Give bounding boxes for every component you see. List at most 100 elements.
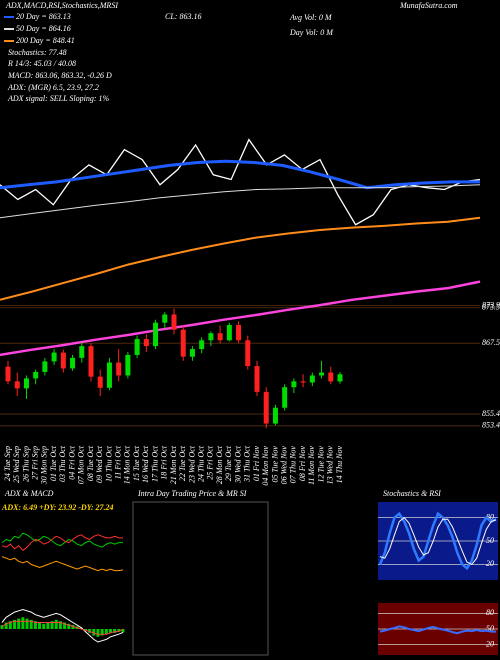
histogram-bar (17, 618, 21, 629)
candle-body (282, 387, 288, 408)
x-tick-label: 14 Thu Nov (335, 446, 344, 484)
candle-body (291, 381, 297, 388)
candle-body (171, 314, 177, 330)
x-tick-label: 06 Wed Nov (279, 446, 288, 485)
indicator-line (1, 608, 124, 643)
candle-body (217, 333, 223, 341)
x-tick-label: 01 Fri Nov (252, 446, 261, 482)
legend-entry: 50 Day = 864.16 (16, 24, 71, 33)
indicator-line (379, 625, 496, 635)
candle-body (245, 340, 251, 367)
candle-body (199, 340, 205, 350)
histogram-bar (46, 622, 50, 629)
histogram-bar (67, 623, 71, 629)
histogram-bar (21, 617, 25, 629)
candle-body (272, 407, 278, 424)
histogram-bar (29, 619, 33, 629)
histogram-bar (92, 629, 96, 636)
histogram-bar (0, 625, 4, 629)
indicator-line (1, 534, 123, 552)
indicator-line (379, 516, 497, 566)
annotation: MunafaSutra.com (399, 1, 458, 10)
overlay-line (0, 184, 481, 219)
y-tick-label: 20 (486, 639, 494, 648)
overlay-line (0, 138, 481, 226)
x-tick-label: 08 Fri Nov (298, 446, 307, 482)
x-tick-label: 15 Tue Oct (132, 445, 141, 481)
histogram-bar (4, 622, 8, 629)
overlay-line (0, 280, 481, 357)
x-tick-label: 12 Tue Nov (316, 446, 325, 483)
x-tick-label: 07 Mon Oct (77, 445, 86, 484)
indicator-line (1, 620, 124, 635)
candle-body (236, 325, 242, 341)
candle-body (125, 354, 131, 376)
histogram-bar (88, 629, 92, 633)
x-tick-label: 18 Fri Oct (160, 445, 169, 480)
histogram-bar (58, 621, 62, 629)
candle-body (79, 346, 85, 358)
x-tick-label: 05 Tue Nov (270, 446, 279, 483)
candle-body (42, 361, 48, 372)
x-tick-label: 07 Thu Nov (289, 446, 298, 484)
annotation: ADX,MACD,RSI,Stochastics,MRSI (5, 1, 118, 10)
annotation: Avg Vol: 0 M (289, 13, 333, 22)
x-tick-label: 26 Thu Sep (21, 446, 30, 482)
overlay-line (0, 159, 480, 190)
x-tick-label: 09 Wed Oct (95, 445, 104, 483)
x-tick-label: 03 Thu Oct (58, 445, 67, 482)
candle-body (208, 333, 214, 341)
candle-body (143, 339, 149, 347)
panel-background (132, 501, 269, 656)
histogram-bar (83, 629, 87, 631)
candle-body (5, 366, 11, 382)
x-tick-label: 11 Mon Nov (307, 446, 316, 485)
x-tick-label: 25 Wed Sep (12, 446, 21, 483)
x-tick-label: 08 Tue Oct (86, 445, 95, 481)
histogram-bar (54, 619, 58, 629)
candle-body (153, 322, 159, 347)
y-tick-label: 80 (486, 512, 494, 521)
histogram-bar (38, 622, 42, 629)
candle-body (116, 362, 122, 376)
legend-entry: 200 Day = 848.41 (16, 36, 75, 45)
x-tick-label: 24 Thu Oct (196, 445, 205, 482)
x-tick-label: 25 Fri Oct (206, 445, 215, 480)
candle-body (337, 374, 343, 382)
y-tick-label: 867.5 (482, 338, 500, 347)
annotation: ADX: (MGR) 6.5, 23.9, 27.2 (7, 83, 99, 92)
panel-subtitle: ADX: 6.49 +DY: 23.92 -DY: 27.24 (1, 503, 114, 512)
candle-body (254, 366, 260, 392)
candle-body (88, 346, 94, 377)
histogram-bar (71, 625, 75, 629)
annotation: R 14/3: 45.03 / 40.08 (7, 59, 76, 68)
annotation: Day Vol: 0 M (289, 28, 334, 37)
annotation: Stochastics: 77.48 (8, 48, 67, 57)
legend-entry: 20 Day = 863.13 (16, 12, 71, 21)
candle-body (309, 375, 315, 383)
candle-body (23, 378, 29, 389)
annotation: ADX signal: SELL Sloping: 1% (7, 94, 110, 103)
histogram-bar (108, 629, 112, 633)
x-tick-label: 11 Fri Oct (113, 445, 122, 479)
histogram-bar (121, 629, 125, 633)
x-tick-label: 30 Mon Sep (40, 446, 49, 485)
panel-background (0, 603, 125, 655)
x-tick-label: 23 Wed Oct (187, 445, 196, 483)
histogram-bar (33, 621, 37, 629)
histogram-bar (42, 623, 46, 629)
histogram-bar (100, 629, 104, 636)
x-tick-label: 04 Mon Nov (261, 446, 270, 486)
candle-body (162, 314, 168, 323)
candle-body (134, 339, 140, 355)
x-tick-label: 24 Tue Sep (3, 446, 12, 481)
x-tick-label: 04 Fri Oct (67, 445, 76, 480)
x-tick-label: 27 Fri Sep (30, 446, 39, 480)
x-tick-label: 01 Tue Oct (49, 445, 58, 481)
overlay-line (0, 216, 481, 301)
y-tick-label: 80 (486, 608, 494, 617)
histogram-bar (13, 619, 17, 629)
x-tick-label: 10 Thu Oct (104, 445, 113, 482)
candle-body (180, 329, 186, 357)
